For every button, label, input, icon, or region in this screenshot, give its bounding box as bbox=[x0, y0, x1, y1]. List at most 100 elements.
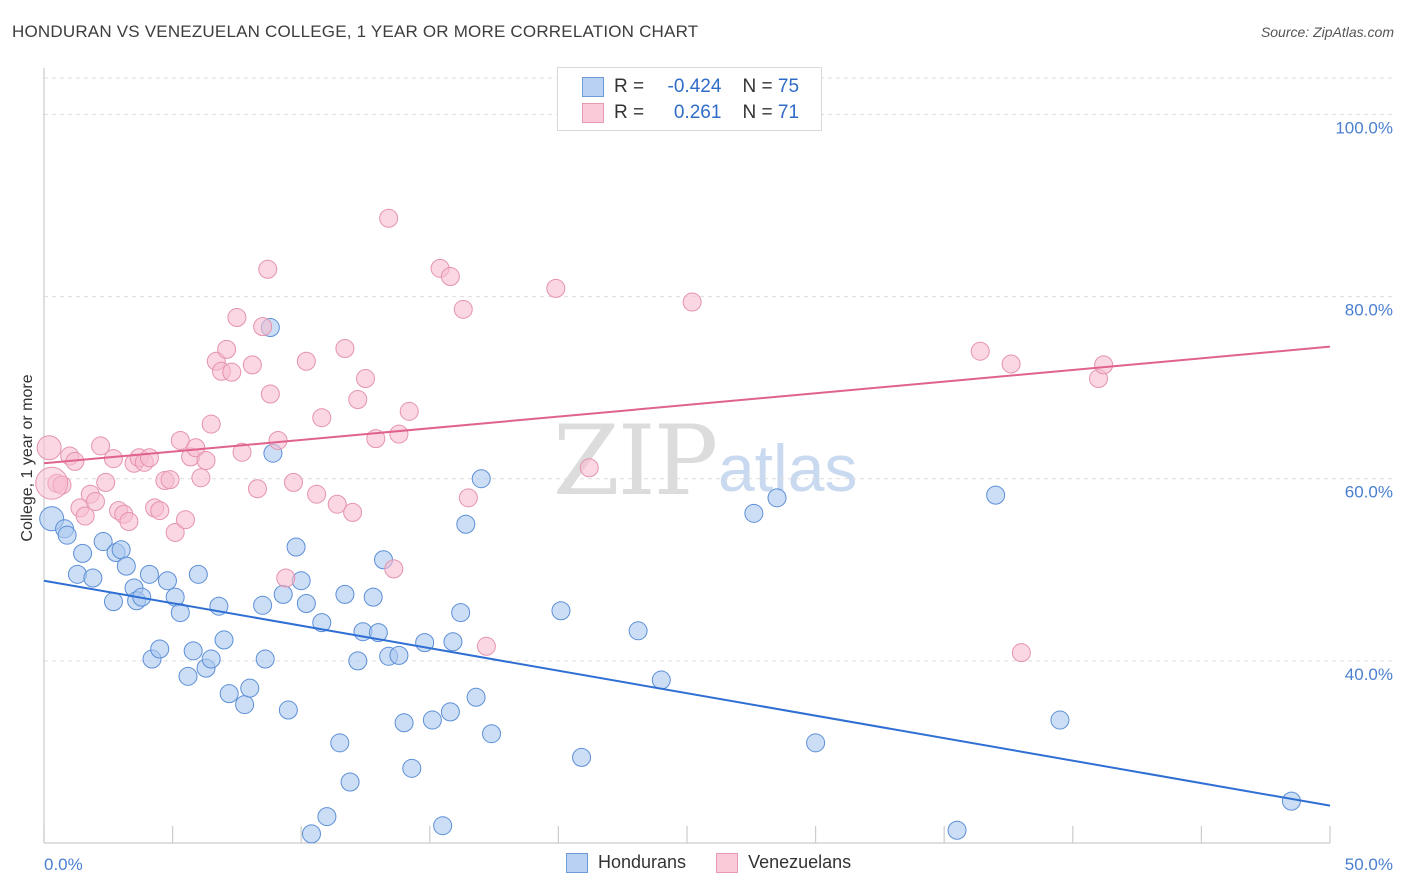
point-honduran bbox=[335, 584, 355, 604]
point-venezuelan bbox=[260, 384, 280, 404]
point-venezuelan bbox=[35, 466, 69, 500]
point-venezuelan bbox=[384, 559, 404, 579]
point-venezuelan bbox=[242, 355, 262, 375]
point-venezuelan bbox=[85, 491, 105, 511]
point-venezuelan bbox=[312, 408, 332, 428]
legend-r-label: R = bbox=[614, 102, 645, 123]
source-label: Source: ZipAtlas.com bbox=[1260, 24, 1394, 40]
y-tick-label: 100.0% bbox=[1335, 118, 1393, 137]
point-honduran bbox=[312, 613, 332, 633]
point-honduran bbox=[317, 807, 337, 827]
point-honduran bbox=[240, 678, 260, 698]
point-venezuelan bbox=[258, 259, 278, 279]
x-tick-label: 0.0% bbox=[44, 855, 83, 874]
point-venezuelan bbox=[253, 317, 273, 337]
point-venezuelan bbox=[139, 448, 159, 468]
point-venezuelan bbox=[196, 451, 216, 470]
point-venezuelan bbox=[96, 472, 116, 492]
legend-item-hondurans[interactable]: Hondurans bbox=[566, 852, 686, 873]
point-venezuelan bbox=[160, 470, 180, 490]
point-venezuelan bbox=[682, 292, 702, 312]
point-venezuelan bbox=[1094, 355, 1114, 375]
point-honduran bbox=[93, 532, 113, 552]
point-honduran bbox=[340, 772, 360, 792]
point-honduran bbox=[394, 713, 414, 733]
point-venezuelan bbox=[440, 267, 460, 287]
point-honduran bbox=[744, 503, 764, 523]
legend-swatch-blue bbox=[582, 77, 604, 97]
point-honduran bbox=[235, 695, 255, 715]
trend-line-venezuelans bbox=[43, 345, 1331, 465]
point-venezuelan bbox=[36, 435, 62, 461]
point-honduran bbox=[986, 485, 1006, 505]
legend-n-label: N = bbox=[742, 76, 773, 97]
point-honduran bbox=[291, 571, 311, 591]
legend-r-label: R = bbox=[614, 76, 645, 97]
point-honduran bbox=[551, 601, 571, 621]
point-honduran bbox=[363, 587, 383, 607]
series-venezuelans bbox=[35, 208, 1114, 663]
point-honduran bbox=[286, 537, 306, 557]
watermark-atlas: atlas bbox=[718, 431, 858, 505]
legend-row-hondurans: R = -0.424 N = 75 bbox=[582, 75, 799, 99]
point-honduran bbox=[296, 593, 316, 613]
point-honduran bbox=[628, 621, 648, 641]
point-venezuelan bbox=[970, 341, 990, 361]
point-honduran bbox=[368, 623, 388, 643]
point-honduran bbox=[806, 733, 826, 753]
point-honduran bbox=[178, 666, 198, 686]
point-venezuelan bbox=[191, 468, 211, 488]
point-honduran bbox=[482, 724, 502, 744]
point-venezuelan bbox=[175, 510, 195, 530]
point-venezuelan bbox=[227, 308, 247, 328]
point-honduran bbox=[466, 687, 486, 707]
point-venezuelan bbox=[217, 339, 237, 359]
point-venezuelan bbox=[119, 512, 139, 532]
point-venezuelan bbox=[458, 488, 478, 508]
point-venezuelan bbox=[335, 338, 355, 358]
point-honduran bbox=[116, 556, 136, 576]
point-venezuelan bbox=[283, 472, 303, 492]
point-honduran bbox=[443, 632, 463, 652]
point-venezuelan bbox=[579, 458, 599, 478]
point-venezuelan bbox=[348, 389, 368, 409]
point-venezuelan bbox=[356, 369, 375, 389]
point-venezuelan bbox=[91, 436, 111, 456]
legend-r-value: 0.261 bbox=[673, 102, 722, 123]
point-honduran bbox=[451, 603, 471, 623]
x-tick-label: 50.0% bbox=[1345, 855, 1393, 874]
point-venezuelan bbox=[232, 442, 252, 462]
legend-n-label: N = bbox=[742, 102, 773, 123]
point-honduran bbox=[767, 488, 787, 508]
stats-legend: R = -0.424 N = 75 R = 0.261 N = 71 bbox=[557, 67, 822, 131]
point-honduran bbox=[183, 641, 203, 661]
y-tick-label: 60.0% bbox=[1345, 483, 1393, 502]
point-honduran bbox=[83, 568, 103, 588]
point-venezuelan bbox=[165, 522, 185, 542]
point-venezuelan bbox=[453, 299, 473, 319]
point-honduran bbox=[947, 820, 967, 840]
point-honduran bbox=[1281, 791, 1301, 811]
point-honduran bbox=[422, 710, 442, 730]
legend-label-venezuelans: Venezuelans bbox=[748, 852, 852, 872]
point-venezuelan bbox=[546, 278, 566, 298]
legend-item-venezuelans[interactable]: Venezuelans bbox=[716, 852, 851, 873]
point-honduran bbox=[67, 564, 87, 584]
point-venezuelan bbox=[170, 430, 190, 450]
point-honduran bbox=[214, 630, 234, 650]
point-honduran bbox=[111, 540, 131, 560]
point-venezuelan bbox=[150, 501, 170, 521]
point-venezuelan bbox=[307, 484, 327, 504]
point-venezuelan bbox=[247, 479, 267, 499]
chart-title: HONDURAN VS VENEZUELAN COLLEGE, 1 YEAR O… bbox=[12, 22, 699, 41]
watermark-zip: ZIP bbox=[553, 405, 718, 517]
point-honduran bbox=[255, 649, 275, 669]
point-honduran bbox=[402, 758, 422, 778]
legend-swatch-pink bbox=[582, 103, 604, 123]
series-legend: Hondurans Venezuelans bbox=[566, 852, 881, 873]
point-venezuelan bbox=[103, 449, 123, 469]
point-honduran bbox=[73, 543, 93, 563]
point-honduran bbox=[273, 584, 293, 604]
point-venezuelan bbox=[296, 351, 316, 371]
